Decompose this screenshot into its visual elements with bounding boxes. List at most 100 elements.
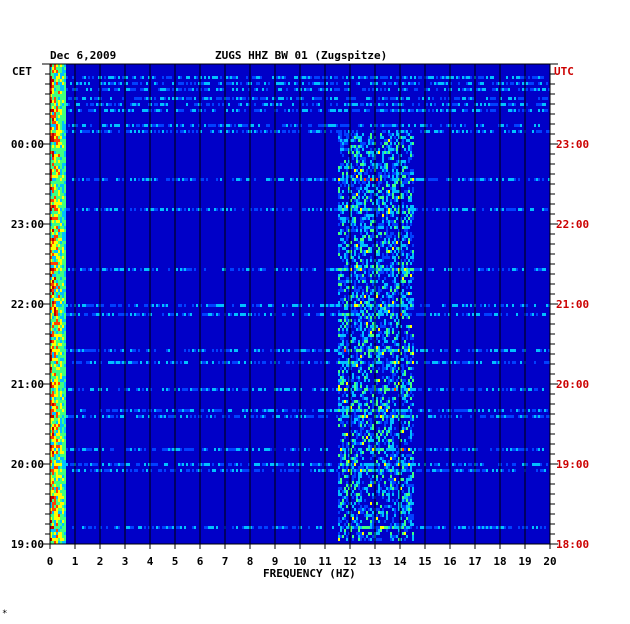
spectrogram-cell [64, 127, 66, 130]
spectrogram-cell [50, 274, 52, 277]
spectrogram-cell [292, 178, 294, 181]
spectrogram-cell [56, 100, 58, 103]
spectrogram-cell [542, 178, 544, 181]
spectrogram-cell [52, 103, 54, 106]
spectrogram-cell [182, 313, 184, 316]
spectrogram-cell [64, 256, 66, 259]
spectrogram-cell [360, 145, 362, 148]
spectrogram-cell [400, 295, 402, 298]
spectrogram-cell [58, 352, 60, 355]
spectrogram-cell [452, 130, 454, 133]
spectrogram-cell [154, 130, 156, 133]
spectrogram-cell [388, 388, 390, 391]
spectrogram-cell [62, 67, 64, 70]
spectrogram-cell [246, 82, 248, 85]
spectrogram-cell [206, 388, 208, 391]
spectrogram-cell [90, 361, 92, 364]
spectrogram-cell [544, 103, 546, 106]
spectrogram-cell [360, 175, 362, 178]
spectrogram-cell [382, 301, 384, 304]
spectrogram-cell [50, 325, 52, 328]
spectrogram-cell [352, 97, 354, 100]
spectrogram-cell [54, 382, 56, 385]
spectrogram-cell [302, 268, 304, 271]
spectrogram-cell [406, 139, 408, 142]
spectrogram-cell [352, 409, 354, 412]
spectrogram-cell [364, 403, 366, 406]
spectrogram-cell [400, 301, 402, 304]
spectrogram-cell [382, 403, 384, 406]
spectrogram-cell [368, 247, 370, 250]
spectrogram-cell [500, 82, 502, 85]
spectrogram-cell [144, 124, 146, 127]
spectrogram-cell [56, 391, 58, 394]
spectrogram-cell [402, 295, 404, 298]
spectrogram-cell [294, 388, 296, 391]
spectrogram-cell [194, 103, 196, 106]
spectrogram-cell [522, 82, 524, 85]
spectrogram-cell [64, 388, 66, 391]
spectrogram-cell [382, 268, 384, 271]
spectrogram-cell [412, 172, 414, 175]
spectrogram-cell [402, 337, 404, 340]
spectrogram-cell [398, 268, 400, 271]
spectrogram-cell [228, 124, 230, 127]
spectrogram-cell [62, 331, 64, 334]
spectrogram-cell [408, 328, 410, 331]
spectrogram-cell [204, 82, 206, 85]
spectrogram-cell [60, 340, 62, 343]
spectrogram-cell [198, 349, 200, 352]
spectrogram-cell [446, 76, 448, 79]
spectrogram-cell [382, 220, 384, 223]
spectrogram-cell [406, 265, 408, 268]
spectrogram-cell [308, 124, 310, 127]
spectrogram-cell [58, 136, 60, 139]
spectrogram-cell [360, 265, 362, 268]
spectrogram-cell [304, 208, 306, 211]
spectrogram-cell [180, 409, 182, 412]
spectrogram-cell [530, 388, 532, 391]
spectrogram-cell [346, 181, 348, 184]
spectrogram-cell [108, 103, 110, 106]
spectrogram-cell [512, 415, 514, 418]
spectrogram-cell [378, 208, 380, 211]
spectrogram-cell [362, 103, 364, 106]
spectrogram-cell [392, 328, 394, 331]
spectrogram-cell [370, 349, 372, 352]
spectrogram-cell [52, 82, 54, 85]
spectrogram-cell [366, 397, 368, 400]
spectrogram-cell [52, 334, 54, 337]
spectrogram-cell [52, 298, 54, 301]
spectrogram-cell [358, 415, 360, 418]
spectrogram-cell [446, 388, 448, 391]
spectrogram-cell [386, 190, 388, 193]
spectrogram-cell [350, 388, 352, 391]
spectrogram-cell [54, 115, 56, 118]
spectrogram-cell [382, 370, 384, 373]
spectrogram-cell [348, 322, 350, 325]
spectrogram-cell [62, 97, 64, 100]
spectrogram-cell [530, 82, 532, 85]
spectrogram-cell [58, 244, 60, 247]
spectrogram-cell [84, 304, 86, 307]
spectrogram-cell [166, 130, 168, 133]
spectrogram-cell [348, 385, 350, 388]
spectrogram-cell [236, 130, 238, 133]
spectrogram-cell [58, 82, 60, 85]
spectrogram-cell [236, 349, 238, 352]
spectrogram-cell [406, 151, 408, 154]
spectrogram-cell [318, 124, 320, 127]
spectrogram-cell [66, 415, 68, 418]
spectrogram-cell [254, 109, 256, 112]
spectrogram-cell [370, 238, 372, 241]
spectrogram-cell [104, 178, 106, 181]
spectrogram-cell [220, 178, 222, 181]
spectrogram-cell [470, 388, 472, 391]
spectrogram-cell [92, 103, 94, 106]
spectrogram-cell [134, 409, 136, 412]
spectrogram-cell [208, 208, 210, 211]
spectrogram-cell [50, 334, 52, 337]
spectrogram-cell [396, 325, 398, 328]
spectrogram-cell [260, 415, 262, 418]
spectrogram-cell [338, 247, 340, 250]
